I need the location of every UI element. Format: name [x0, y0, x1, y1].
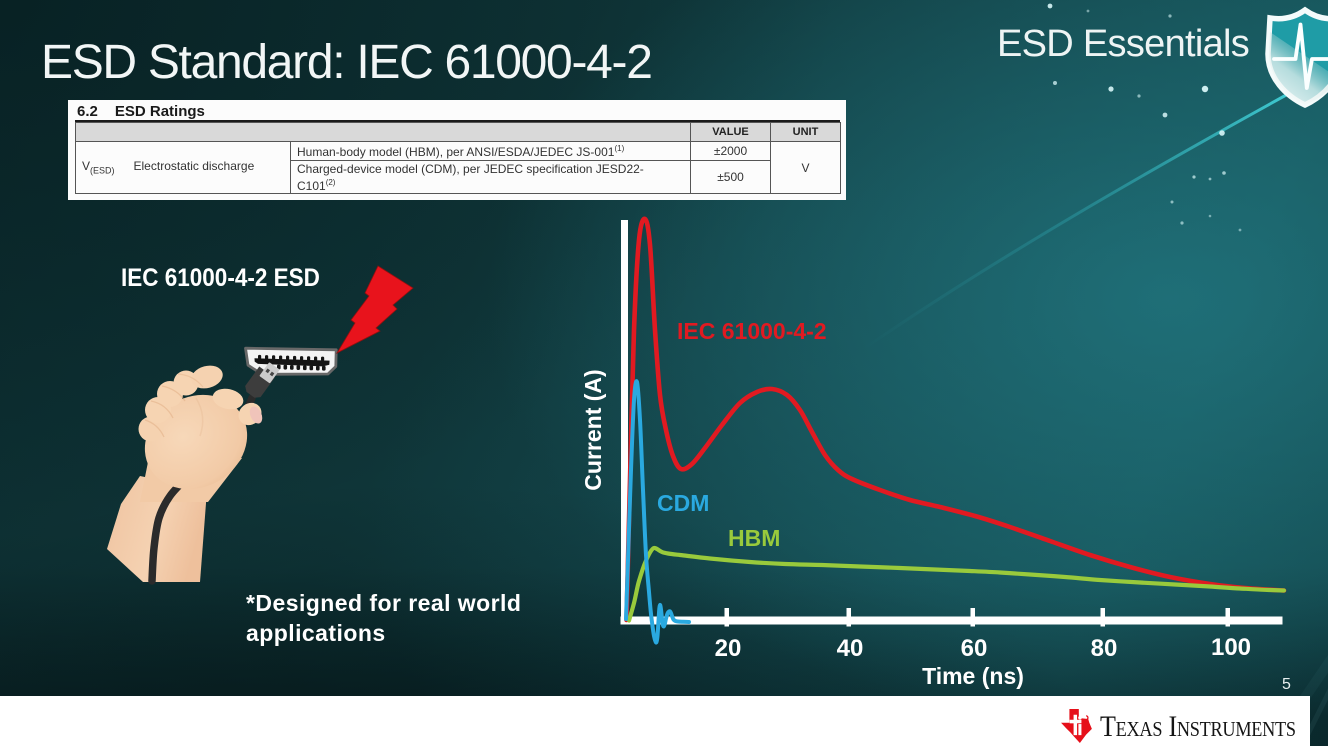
svg-text:20: 20 — [715, 635, 742, 662]
svg-text:80: 80 — [1091, 635, 1118, 662]
svg-text:Time (ns): Time (ns) — [922, 663, 1024, 689]
svg-text:40: 40 — [837, 635, 864, 662]
svg-text:100: 100 — [1211, 634, 1251, 661]
svg-text:IEC 61000-4-2: IEC 61000-4-2 — [677, 318, 827, 344]
svg-text:Current (A): Current (A) — [580, 369, 606, 490]
svg-text:HBM: HBM — [728, 525, 780, 551]
svg-text:CDM: CDM — [657, 490, 709, 516]
svg-text:60: 60 — [961, 635, 988, 662]
